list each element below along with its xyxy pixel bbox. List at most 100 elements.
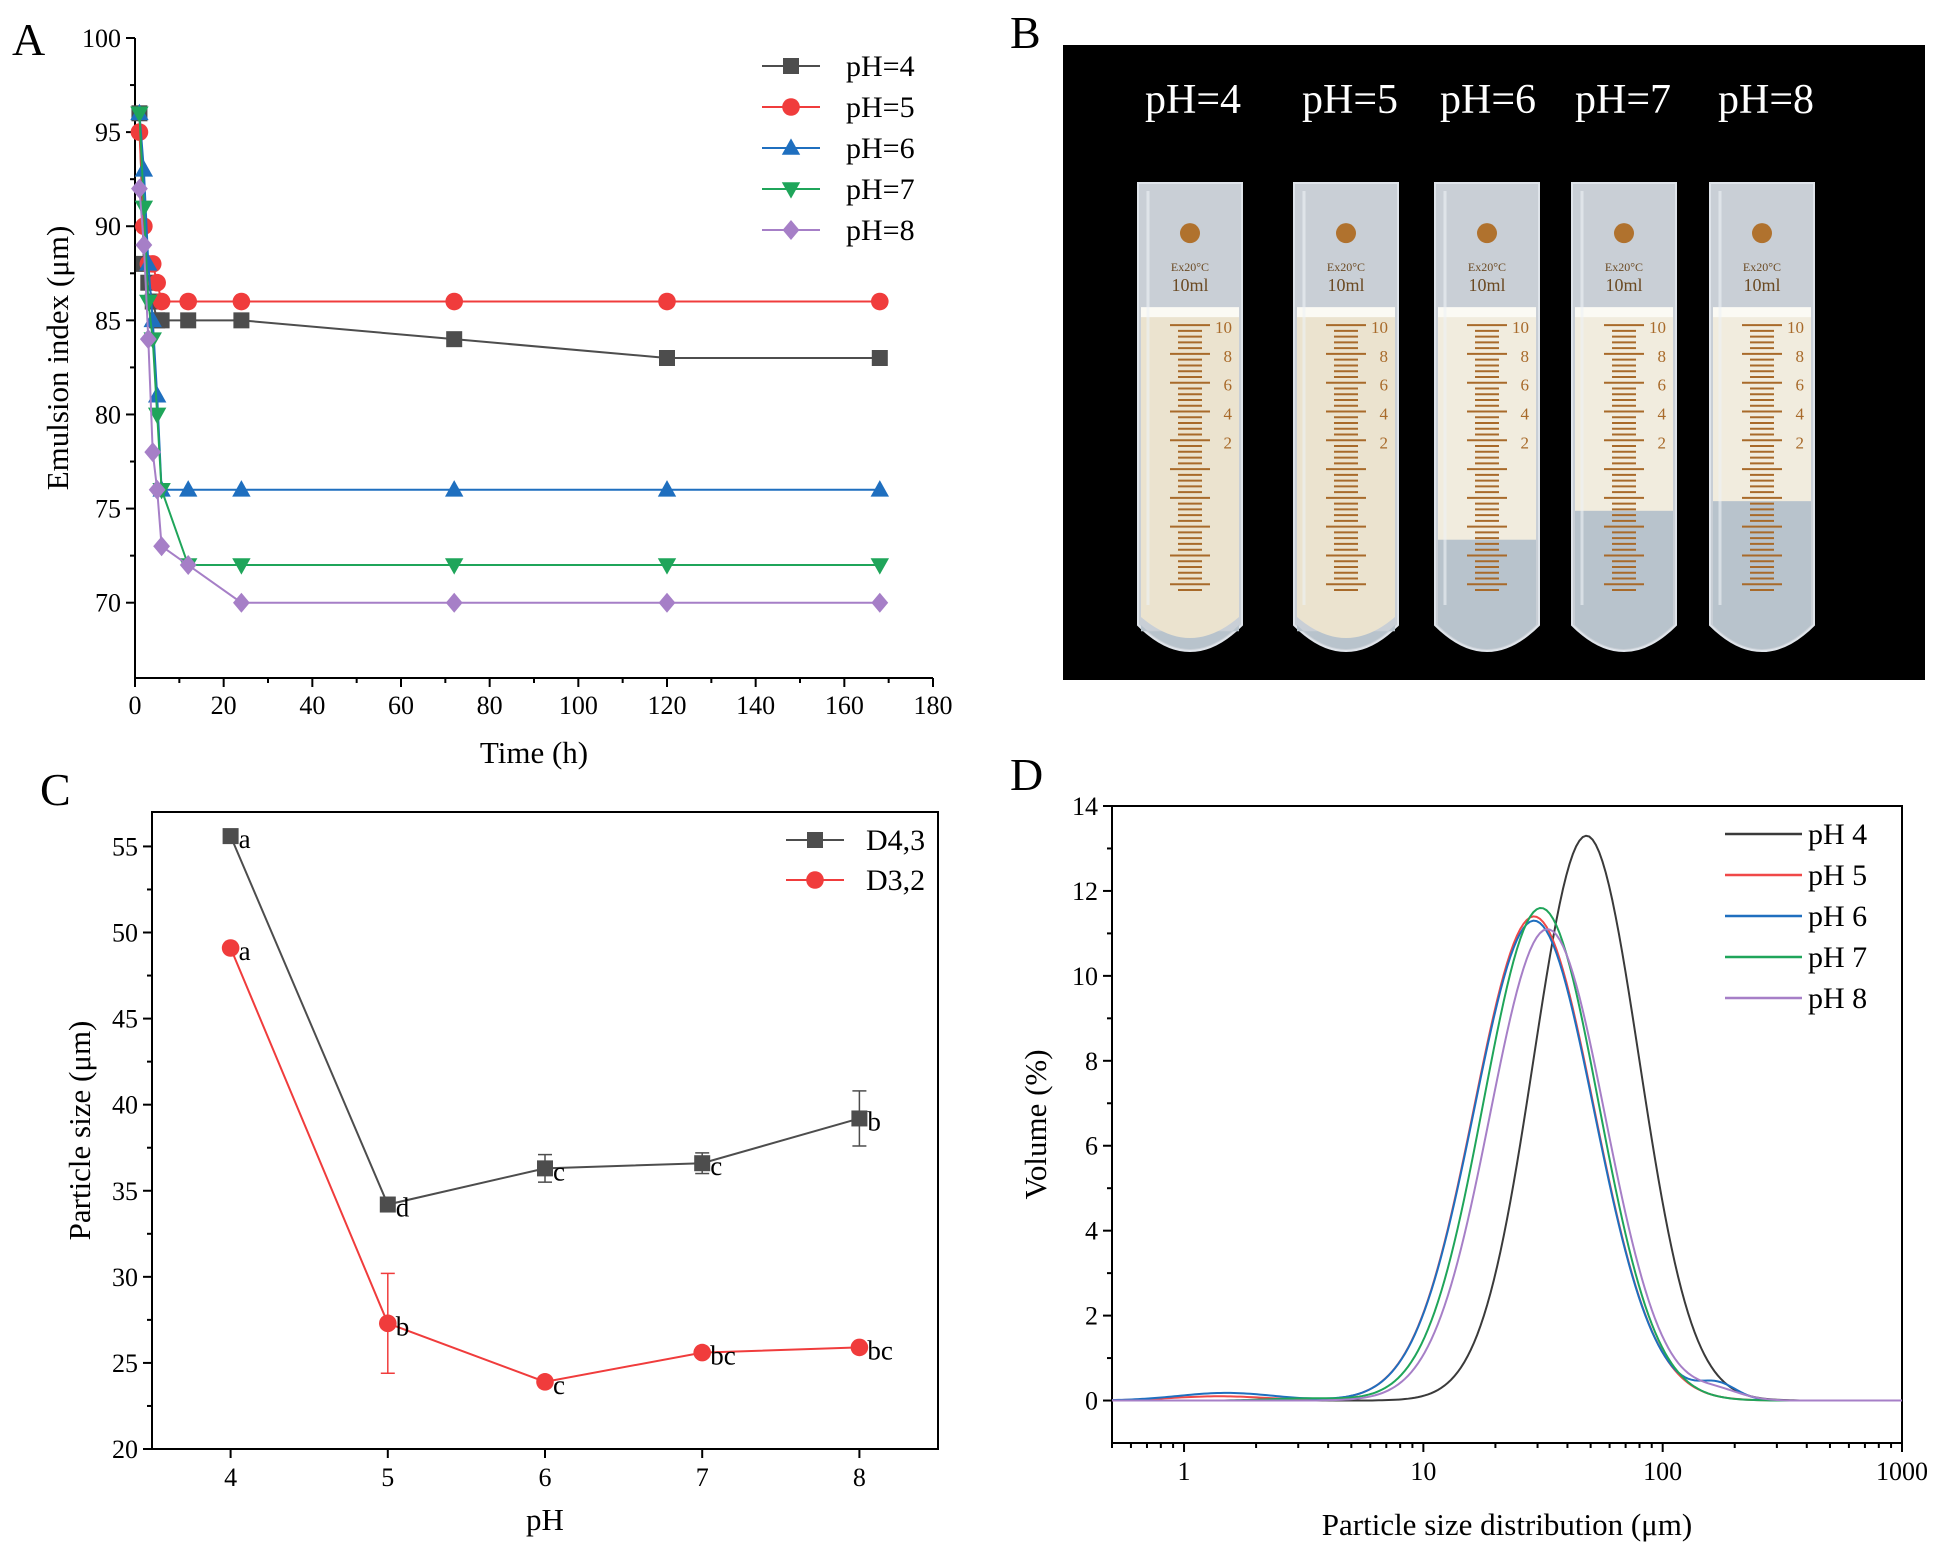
legend-label: pH 4 bbox=[1808, 818, 1867, 851]
tube-volume-label: 10ml bbox=[1743, 275, 1780, 295]
x-tick-label: 100 bbox=[1643, 1457, 1682, 1486]
data-point-pH=5 bbox=[658, 292, 676, 311]
serum-layer bbox=[1438, 539, 1536, 649]
panel-letter-d: D bbox=[1010, 749, 1043, 800]
data-point-pH=4 bbox=[233, 312, 250, 329]
graduation-number: 4 bbox=[1658, 405, 1667, 424]
graduation-number: 6 bbox=[1380, 376, 1389, 395]
y-tick-label: 85 bbox=[95, 306, 121, 335]
foam-line bbox=[1438, 307, 1536, 318]
x-tick-label: 160 bbox=[825, 691, 864, 720]
data-point-pH=5 bbox=[445, 292, 464, 311]
x-tick-label: 8 bbox=[853, 1463, 866, 1492]
tube-temp-label: Ex20°C bbox=[1171, 260, 1209, 274]
tube-logo-icon bbox=[1614, 223, 1634, 244]
y-tick-label: 45 bbox=[112, 1005, 138, 1034]
data-point-pH=5 bbox=[871, 292, 889, 311]
graduation-number: 2 bbox=[1224, 433, 1233, 452]
tube-temp-label: Ex20°C bbox=[1468, 260, 1506, 274]
data-point-pH=6 bbox=[134, 160, 154, 177]
data-point-pH=7 bbox=[445, 558, 464, 575]
legend-marker-pH=6 bbox=[781, 138, 801, 155]
series-line-pH=7 bbox=[138, 113, 880, 567]
data-point-D4,3 bbox=[694, 1155, 711, 1172]
graduation-number: 2 bbox=[1380, 433, 1389, 452]
data-point-pH=6 bbox=[232, 480, 251, 497]
series-line-pH 6 bbox=[1111, 919, 1902, 1402]
data-point-pH=7 bbox=[232, 558, 251, 575]
data-point-pH=5 bbox=[152, 292, 171, 311]
x-tick-label: 180 bbox=[914, 691, 953, 720]
data-point-pH=6 bbox=[657, 480, 677, 497]
graduation-number: 10 bbox=[1649, 318, 1666, 337]
graduation-number: 6 bbox=[1224, 376, 1233, 395]
chart-panel-d: 1 10 100 1000 0 2 4 6 8 10 12 14 Particle size distr… bbox=[1018, 792, 1928, 1542]
legend-label: pH=5 bbox=[846, 91, 915, 124]
x-tick-label: 80 bbox=[477, 691, 503, 720]
x-tick-label: 40 bbox=[299, 691, 325, 720]
panel-letter-a: A bbox=[12, 14, 45, 65]
data-point-pH=8 bbox=[131, 178, 148, 199]
y-tick-label: 30 bbox=[112, 1263, 138, 1292]
graduation-number: 8 bbox=[1380, 347, 1389, 366]
photo-label-ph: pH=5 bbox=[1302, 77, 1398, 123]
data-point-pH=6 bbox=[179, 480, 198, 497]
tube-logo-icon bbox=[1752, 223, 1772, 244]
series-line-pH=4 bbox=[138, 113, 880, 359]
tube-logo-icon bbox=[1180, 223, 1200, 244]
data-point-pH=7 bbox=[130, 106, 149, 123]
legend-marker-pH=4 bbox=[783, 58, 799, 74]
x-tick-label: 120 bbox=[648, 691, 687, 720]
significance-letter: c bbox=[553, 1370, 565, 1400]
graduation-number: 4 bbox=[1796, 405, 1805, 424]
photo-label-ph: pH=8 bbox=[1718, 77, 1814, 123]
graduation-number: 4 bbox=[1224, 405, 1233, 424]
tube-volume-label: 10ml bbox=[1605, 275, 1642, 295]
legend-label: pH=6 bbox=[846, 132, 915, 165]
y-tick-label: 4 bbox=[1085, 1217, 1098, 1246]
graduation-number: 2 bbox=[1796, 433, 1805, 452]
data-point-D4,3 bbox=[537, 1160, 553, 1177]
data-point-pH=5 bbox=[148, 273, 166, 292]
data-point-pH=4 bbox=[180, 312, 197, 329]
y-tick-label: 55 bbox=[112, 832, 138, 861]
data-point-D4,3 bbox=[851, 1110, 868, 1127]
x-axis-title: Particle size distribution (μm) bbox=[1322, 1507, 1692, 1542]
graduation-number: 10 bbox=[1512, 318, 1529, 337]
y-tick-label: 25 bbox=[112, 1349, 138, 1378]
y-tick-label: 50 bbox=[112, 919, 138, 948]
y-tick-label: 20 bbox=[112, 1435, 138, 1464]
graduation-number: 4 bbox=[1380, 405, 1389, 424]
data-point-pH=8 bbox=[135, 235, 153, 256]
series-line-pH 7 bbox=[1112, 906, 1902, 1402]
tube-volume-label: 10ml bbox=[1327, 275, 1364, 295]
data-point-pH=6 bbox=[147, 386, 167, 403]
legend-label: D4,3 bbox=[866, 824, 925, 857]
tube-logo-icon bbox=[1336, 223, 1356, 244]
x-tick-label: 1 bbox=[1178, 1457, 1191, 1486]
data-point-pH=8 bbox=[179, 555, 197, 576]
y-tick-label: 35 bbox=[112, 1177, 138, 1206]
photo-label-ph: pH=4 bbox=[1145, 77, 1241, 123]
photo-label-ph: pH=6 bbox=[1440, 77, 1536, 123]
graduation-number: 6 bbox=[1796, 376, 1805, 395]
graduation-number: 2 bbox=[1521, 433, 1530, 452]
significance-letter: d bbox=[396, 1193, 410, 1223]
legend-label: pH=7 bbox=[846, 173, 915, 206]
panel-letter-c: C bbox=[40, 764, 71, 815]
y-tick-label: 2 bbox=[1085, 1302, 1098, 1331]
y-axis-title: Emulsion index (μm) bbox=[40, 226, 75, 491]
tube-temp-label: Ex20°C bbox=[1743, 260, 1781, 274]
data-point-D3,2 bbox=[379, 1314, 397, 1333]
y-tick-label: 75 bbox=[95, 495, 121, 524]
data-point-pH=6 bbox=[445, 480, 464, 497]
tube-volume-label: 10ml bbox=[1171, 275, 1208, 295]
data-point-D4,3 bbox=[222, 828, 239, 845]
x-tick-label: 60 bbox=[388, 691, 414, 720]
series-line-pH=5 bbox=[138, 132, 880, 303]
y-tick-label: 90 bbox=[95, 212, 121, 241]
y-tick-label: 6 bbox=[1085, 1132, 1098, 1161]
tube-volume-label: 10ml bbox=[1468, 275, 1505, 295]
data-point-D3,2 bbox=[536, 1373, 554, 1391]
significance-letter: b bbox=[396, 1311, 410, 1341]
